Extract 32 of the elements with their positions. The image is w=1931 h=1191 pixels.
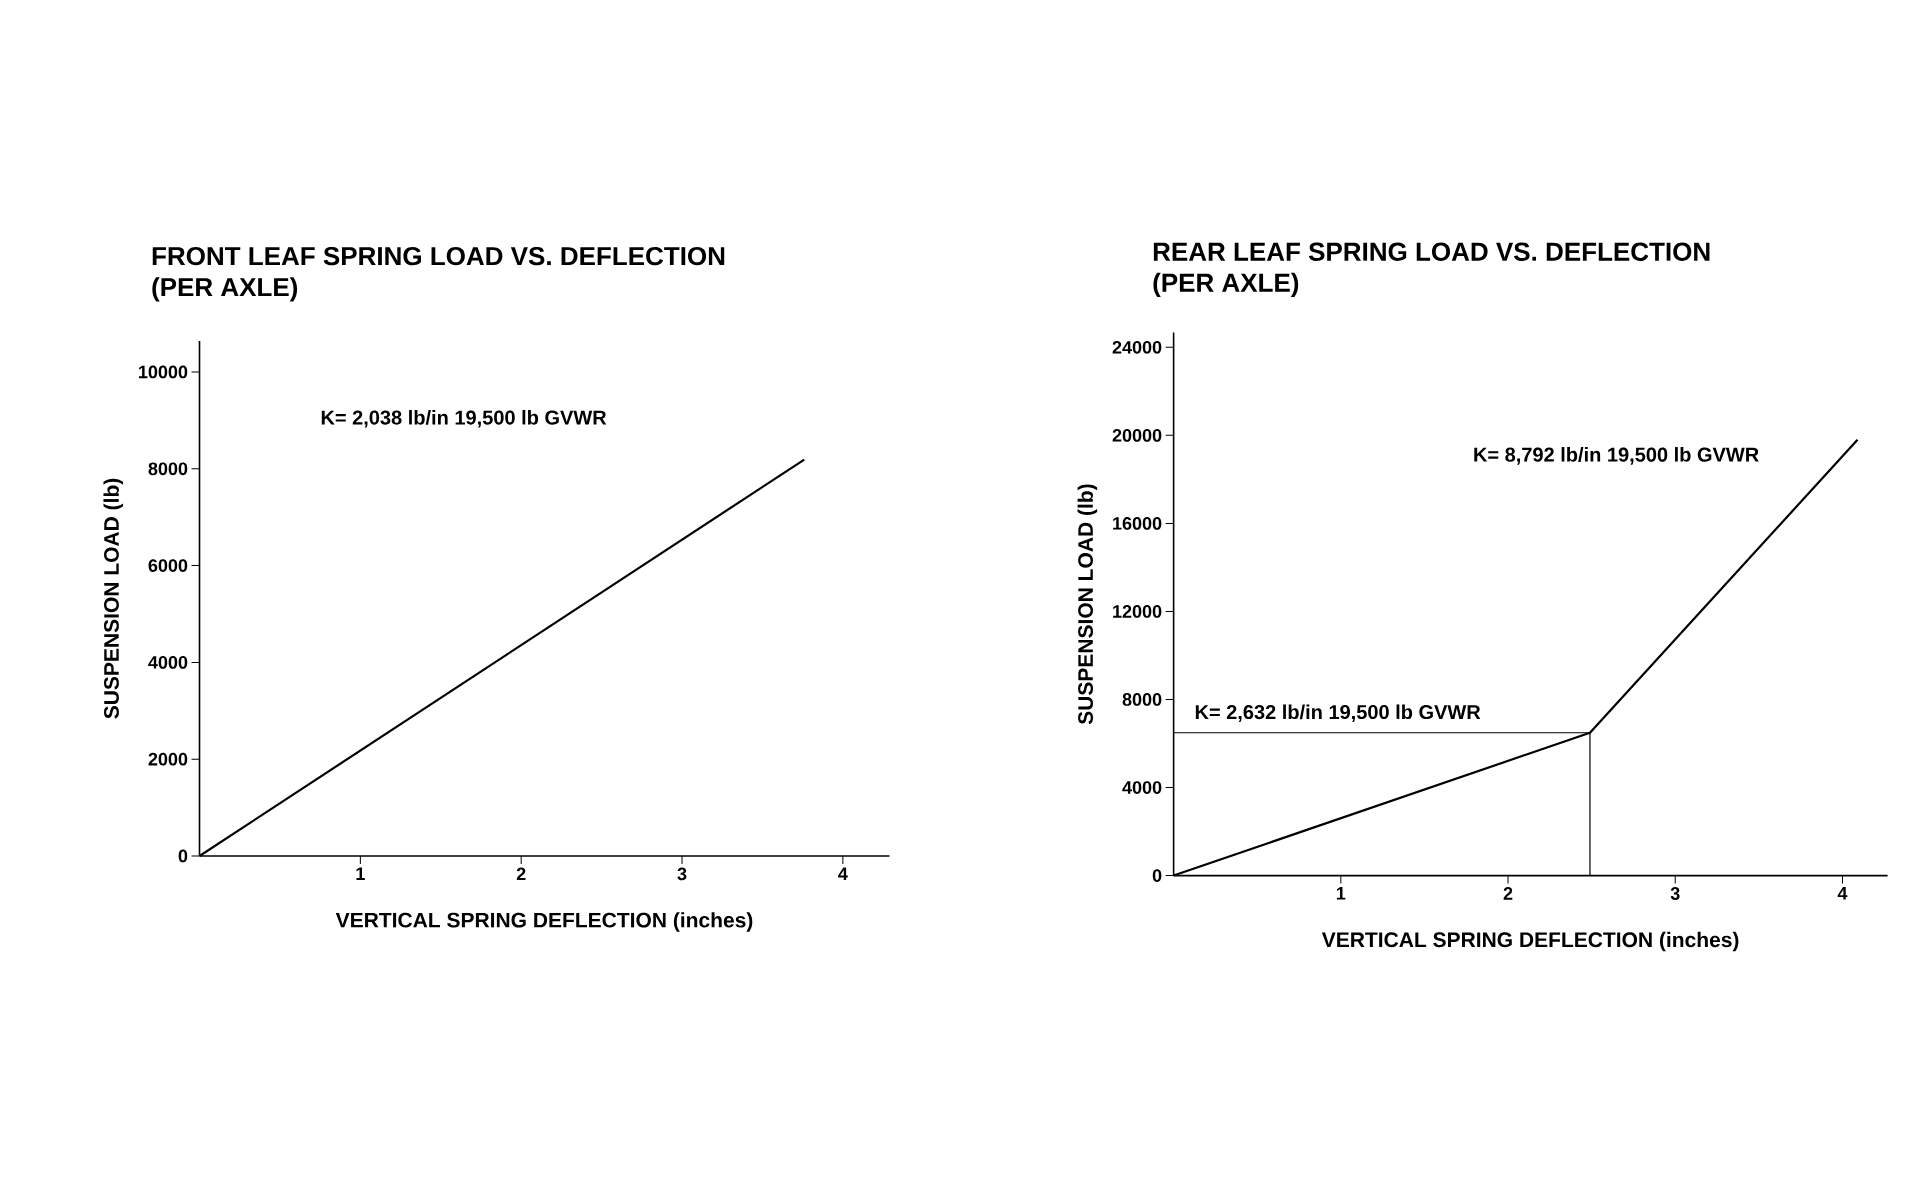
x-tick-label: 2	[516, 867, 526, 881]
chart-subtitle: (PER AXLE)	[1153, 272, 1299, 298]
x-tick-label: 1	[356, 867, 365, 880]
y-tick-label: 4000	[148, 656, 188, 669]
x-tick-label: 4	[838, 867, 848, 880]
annotation: K= 8,792 lb/in 19,500 lb GVWR	[1474, 447, 1759, 465]
y-tick-label: 0	[1152, 869, 1162, 882]
x-axis-title: VERTICAL SPRING DEFLECTION (inches)	[335, 912, 753, 932]
y-tick-label: 10000	[139, 365, 188, 379]
chart-title: REAR LEAF SPRING LOAD VS. DEFLECTION	[1153, 242, 1710, 261]
y-tick-label: 12000	[1113, 605, 1162, 618]
x-tick-label: 3	[1670, 887, 1680, 900]
y-tick-label: 16000	[1113, 517, 1162, 530]
y-tick-label: 0	[178, 849, 188, 863]
y-tick-label: 4000	[1122, 781, 1162, 794]
y-axis-title: SUSPENSION LOAD (lb)	[1077, 484, 1098, 725]
x-tick-label: 1	[1336, 887, 1346, 900]
x-axis-title: VERTICAL SPRING DEFLECTION (inches)	[1321, 931, 1739, 952]
y-tick-label: 6000	[148, 559, 188, 572]
annotation: K= 2,632 lb/in 19,500 lb GVWR	[1195, 704, 1481, 723]
y-tick-label: 8000	[148, 462, 188, 476]
chart-title: FRONT LEAF SPRING LOAD VS. DEFLECTION	[152, 246, 725, 266]
y-tick-label: 24000	[1112, 340, 1162, 354]
x-tick-label: 3	[677, 867, 687, 881]
y-tick-label: 8000	[1122, 693, 1162, 706]
y-axis-title: SUSPENSION LOAD (lb)	[103, 478, 124, 719]
y-tick-label: 2000	[148, 752, 188, 766]
annotation: K= 2,038 lb/in 19,500 lb GVWR	[321, 409, 607, 428]
y-tick-label: 20000	[1112, 428, 1162, 442]
x-tick-label: 4	[1837, 887, 1848, 900]
chart-subtitle: (PER AXLE)	[152, 277, 298, 302]
x-tick-label: 2	[1503, 887, 1513, 900]
